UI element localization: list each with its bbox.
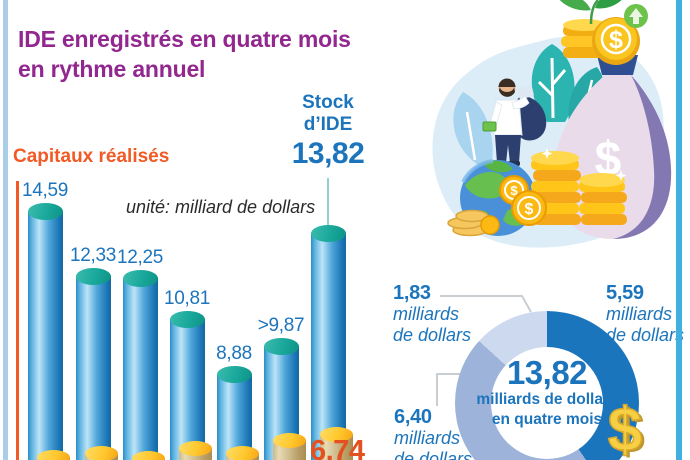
bar-value-label: 14,59	[21, 180, 69, 202]
bar-registered-top	[263, 338, 299, 355]
slice-unit-line2: de dollars	[394, 449, 473, 460]
slice-unit-line1: milliards	[606, 304, 673, 324]
bar-registered-top	[169, 311, 205, 329]
coin-stack-icon	[579, 170, 627, 225]
slice-value: 1,83	[393, 282, 431, 304]
unit-note: unité: milliard de dollars	[126, 197, 316, 217]
y-axis-line	[16, 181, 19, 460]
svg-text:$: $	[510, 183, 518, 198]
frame-border-left	[3, 0, 8, 460]
stock-callout-label: Stock d’IDE	[281, 92, 375, 136]
frame-border-right	[676, 0, 682, 460]
svg-text:$: $	[611, 398, 645, 460]
donut-center-line3: en quatre mois	[491, 411, 603, 428]
bar-value-label: 8,88	[216, 343, 252, 365]
callout-connector-line	[327, 178, 329, 227]
bar-registered-top	[216, 366, 252, 384]
slice-label-light: 1,83 milliards de dollars	[393, 283, 471, 346]
bar-value-label: 12,25	[116, 247, 164, 269]
bar-realized-top	[131, 451, 165, 460]
realized-capital-value: 6,74	[310, 435, 365, 460]
slice-value: 6,40	[394, 406, 432, 428]
bar-realized-top	[178, 441, 212, 457]
svg-text:$: $	[525, 201, 534, 218]
stock-callout-line1: Stock	[302, 92, 354, 113]
bar-realized-top	[225, 445, 259, 460]
dollar-coin-icon: $ $	[499, 175, 547, 226]
donut-hole	[491, 347, 603, 459]
donut-center-value: 13,82	[506, 354, 588, 391]
plant-sprout-icon	[559, 0, 622, 25]
donut-center-label: 13,82 milliards de dollars en quatre moi…	[465, 356, 629, 430]
bar-realized-top	[36, 450, 70, 460]
dollar-coin-icon: $	[592, 17, 640, 65]
bar-realized-top	[84, 445, 118, 460]
fdi-illustration-icon: $ $	[432, 0, 672, 248]
slice-unit-line1: milliards	[393, 304, 460, 324]
bar-registered-body	[169, 319, 205, 460]
bar-value-label: >9,87	[257, 315, 305, 336]
coin-pile-icon	[447, 209, 500, 237]
investor-icon	[482, 78, 547, 166]
slice-value: 5,59	[606, 282, 644, 304]
realized-capital-label: Capitaux réalisés	[13, 146, 170, 167]
page-title: IDE enregistrés en quatre mois en rythme…	[18, 24, 418, 84]
bar-registered-top	[310, 225, 346, 243]
bar-registered-top	[27, 203, 63, 221]
bar-value-label: 12,33	[69, 244, 117, 266]
svg-text:$: $	[608, 396, 642, 460]
bar-registered-body	[75, 275, 111, 460]
title-line-1: IDE enregistrés en quatre mois	[18, 26, 351, 52]
slice-label-medium: 6,40 milliards de dollars	[394, 407, 472, 460]
bar-registered-body	[216, 374, 252, 460]
svg-text:$: $	[609, 26, 623, 54]
stock-callout-line2: d’IDE	[303, 114, 353, 135]
stock-callout-value: 13,82	[291, 137, 365, 170]
bar-registered-top	[75, 267, 111, 285]
bar-registered-body	[27, 211, 63, 460]
slice-label-dark: 5,59 milliards de dollars	[606, 283, 684, 346]
bar-registered-top	[122, 270, 158, 288]
slice-unit-line2: de dollars	[393, 325, 472, 345]
title-line-2: en rythme annuel	[18, 56, 206, 82]
donut-center-line2: milliards de dollars	[476, 391, 618, 408]
dollar-3d-icon: $ $	[607, 396, 645, 460]
bar-realized-top	[319, 427, 353, 443]
slice-unit-line1: milliards	[394, 428, 461, 448]
slice-unit-line2: de dollars	[606, 325, 685, 345]
bar-registered-body	[122, 278, 158, 460]
bar-value-label: 10,81	[163, 288, 211, 310]
bar-realized-top	[272, 432, 306, 448]
growth-arrow-icon	[624, 4, 648, 28]
bar-registered-body	[310, 233, 346, 460]
